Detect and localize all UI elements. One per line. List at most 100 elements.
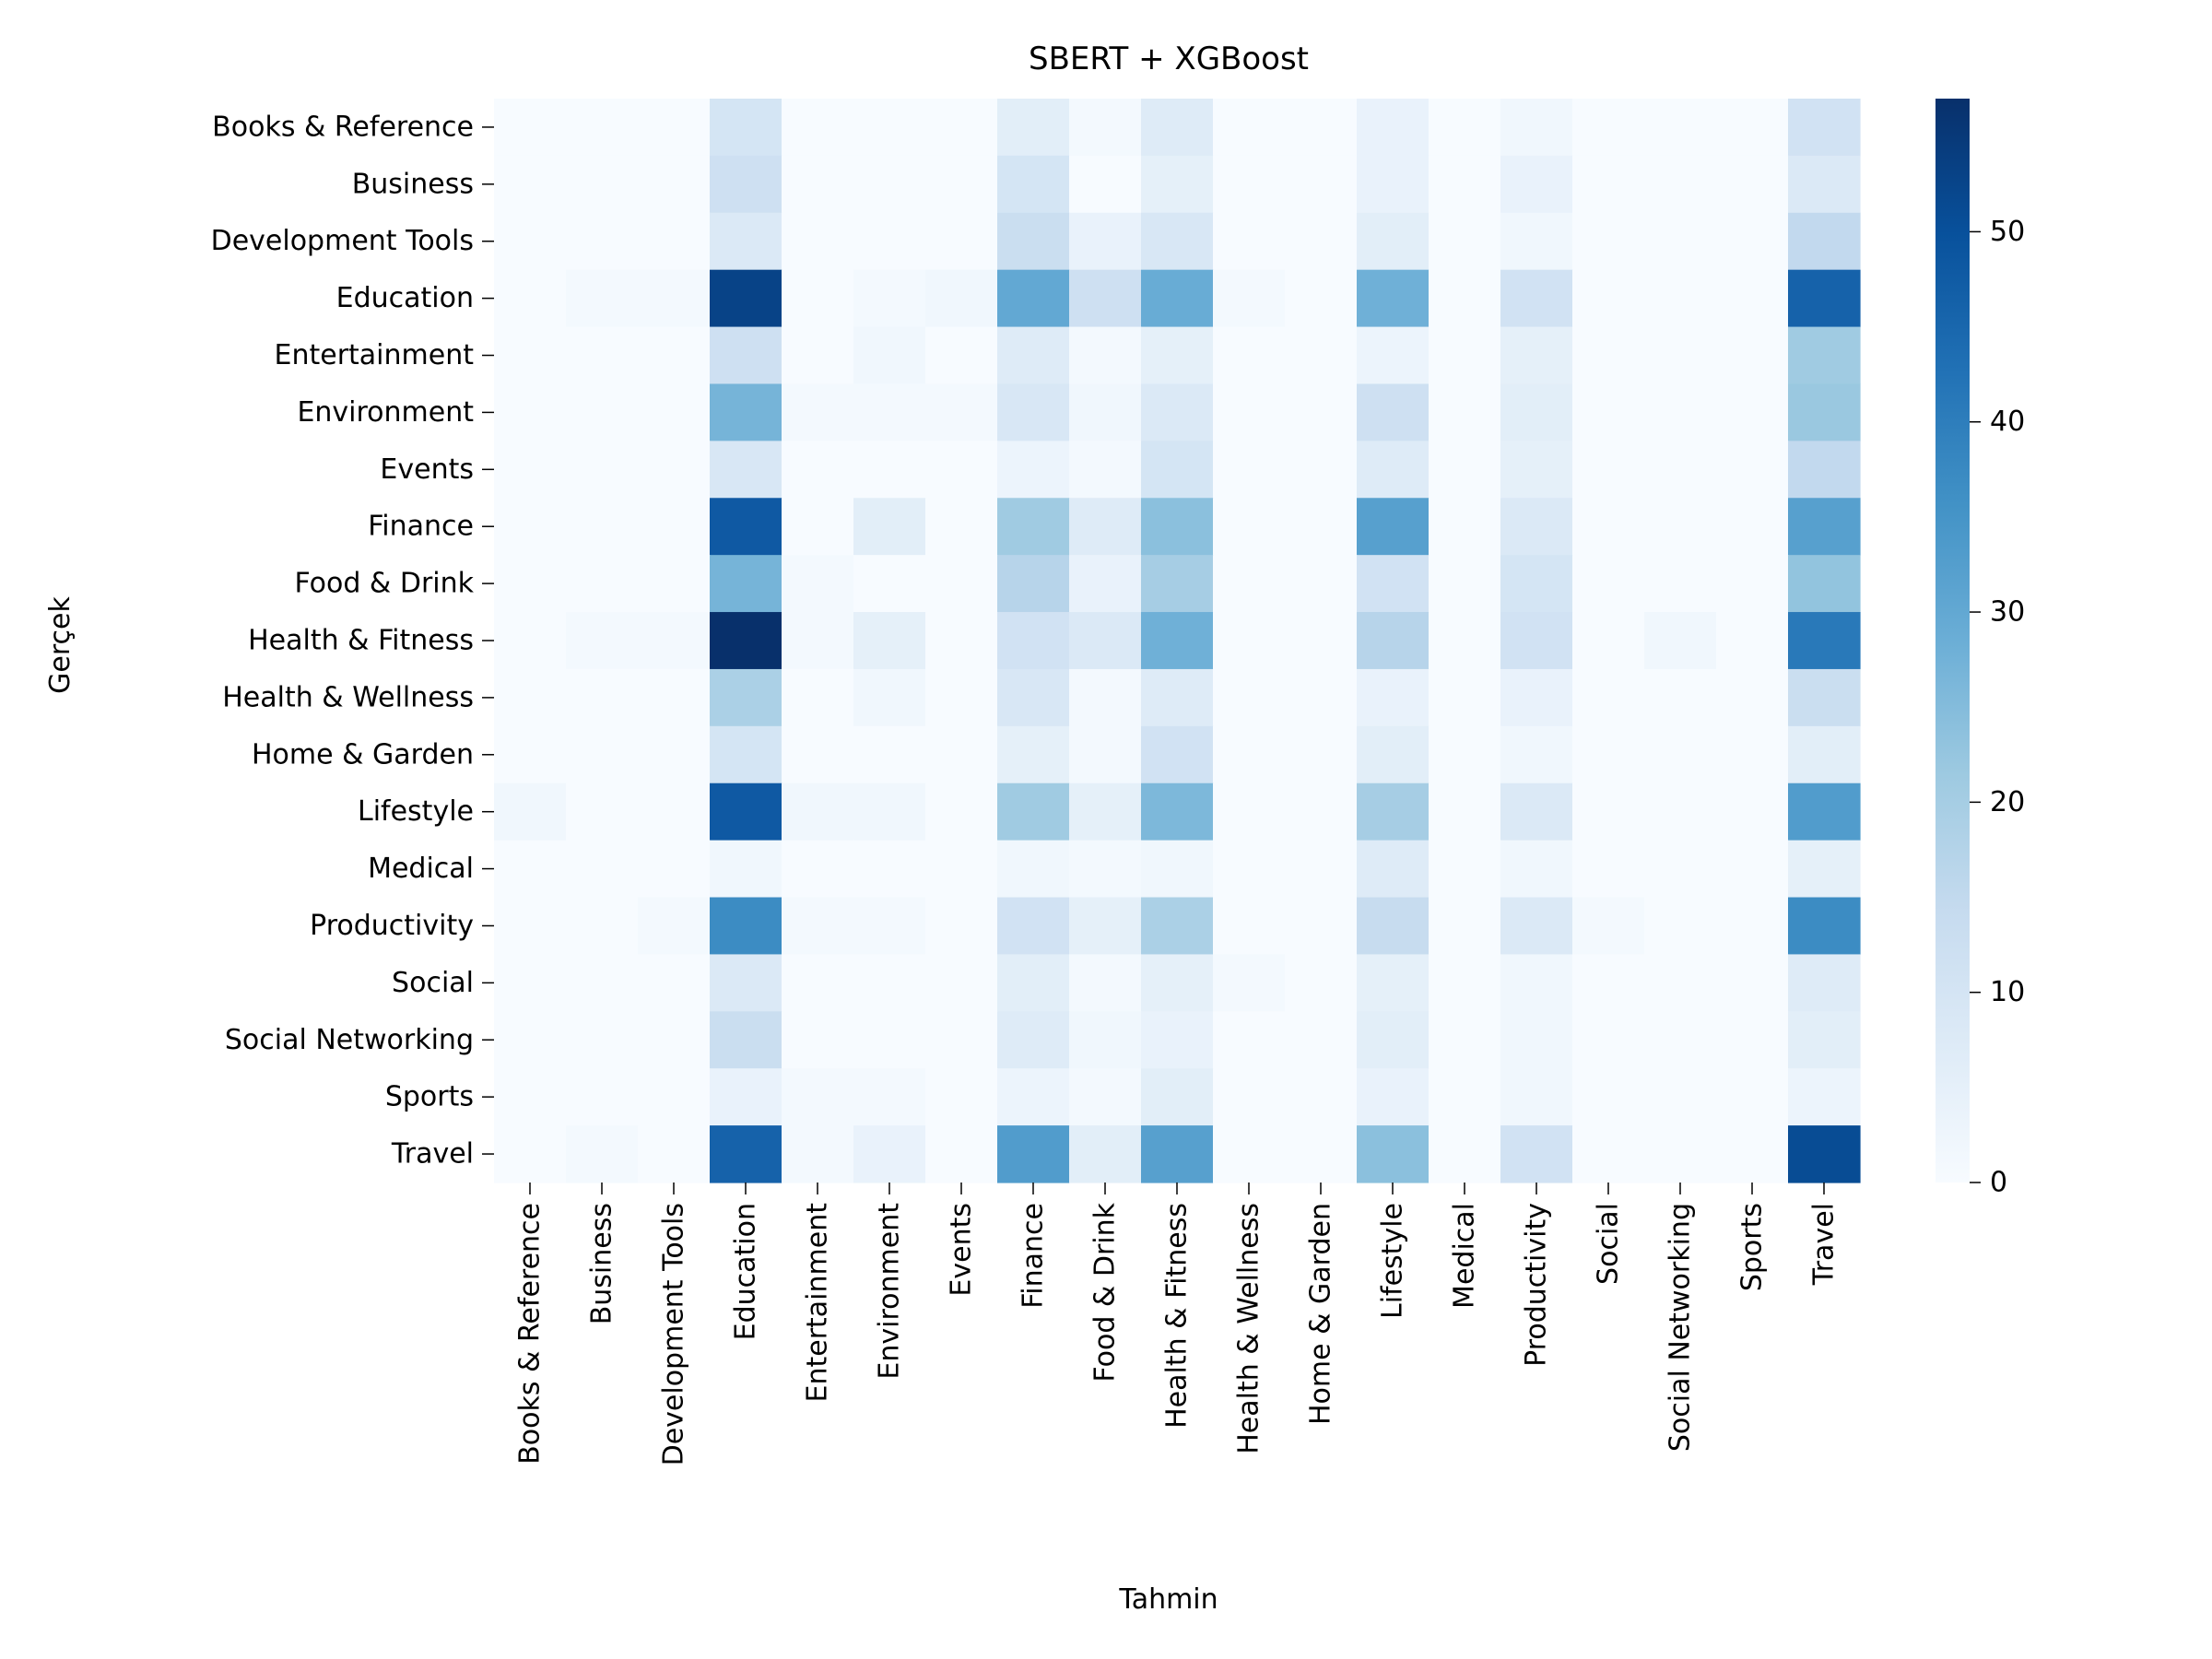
heatmap-cell bbox=[1500, 897, 1573, 956]
heatmap-cell bbox=[782, 782, 854, 841]
heatmap-cell bbox=[1500, 498, 1573, 556]
heatmap-cell bbox=[494, 155, 567, 214]
heatmap-cell bbox=[1788, 1011, 1861, 1069]
heatmap-cell bbox=[1644, 897, 1717, 956]
heatmap-cell bbox=[1644, 99, 1717, 157]
y-axis-label: Gerçek bbox=[44, 596, 76, 694]
heatmap-cell bbox=[1500, 725, 1573, 784]
heatmap-cell bbox=[638, 668, 711, 727]
heatmap-cell bbox=[1500, 1125, 1573, 1183]
heatmap-cell bbox=[1500, 269, 1573, 328]
heatmap-cell bbox=[1500, 99, 1573, 157]
heatmap-cell bbox=[1429, 1011, 1501, 1069]
heatmap-cell bbox=[1285, 383, 1358, 441]
heatmap-cell bbox=[1213, 1068, 1286, 1126]
heatmap-cell bbox=[710, 555, 782, 613]
heatmap-cell bbox=[1572, 1068, 1645, 1126]
heatmap-cell bbox=[494, 840, 567, 899]
heatmap-cell bbox=[1572, 326, 1645, 385]
heatmap-cell bbox=[1285, 782, 1358, 841]
heatmap-cell bbox=[1213, 326, 1286, 385]
heatmap-cell bbox=[1213, 612, 1286, 670]
heatmap-cell bbox=[494, 498, 567, 556]
heatmap-cell bbox=[1069, 1125, 1142, 1183]
heatmap-cell bbox=[566, 612, 639, 670]
heatmap-cell bbox=[1069, 326, 1142, 385]
heatmap-cell bbox=[638, 383, 711, 441]
heatmap-cell bbox=[1644, 668, 1717, 727]
heatmap-cell bbox=[1069, 383, 1142, 441]
heatmap-cell bbox=[494, 1068, 567, 1126]
heatmap-cell bbox=[1429, 441, 1501, 499]
heatmap-cell bbox=[925, 1011, 998, 1069]
heatmap-cell bbox=[1069, 1068, 1142, 1126]
heatmap-cell bbox=[1500, 1011, 1573, 1069]
heatmap-cell bbox=[853, 441, 926, 499]
x-tick-label: Sports bbox=[1736, 1203, 1769, 1291]
heatmap-cell bbox=[853, 840, 926, 899]
heatmap-cell bbox=[1716, 155, 1789, 214]
heatmap-cell bbox=[1357, 1125, 1430, 1183]
heatmap-cell bbox=[566, 383, 639, 441]
heatmap-cell bbox=[1213, 840, 1286, 899]
heatmap-cell bbox=[1644, 1125, 1717, 1183]
heatmap-cell bbox=[997, 782, 1070, 841]
heatmap-cell bbox=[710, 1125, 782, 1183]
x-tick-label: Books & Reference bbox=[514, 1203, 547, 1465]
heatmap-cell bbox=[1285, 441, 1358, 499]
heatmap-cell bbox=[566, 1125, 639, 1183]
heatmap-cell bbox=[1213, 441, 1286, 499]
heatmap-cell bbox=[1357, 840, 1430, 899]
heatmap-cell bbox=[1357, 725, 1430, 784]
heatmap-cell bbox=[566, 155, 639, 214]
heatmap-cell bbox=[1572, 155, 1645, 214]
heatmap-cell bbox=[997, 555, 1070, 613]
heatmap-cell bbox=[638, 99, 711, 157]
heatmap-cell bbox=[1069, 269, 1142, 328]
x-tick-label: Development Tools bbox=[658, 1203, 690, 1465]
heatmap-cell bbox=[710, 269, 782, 328]
y-tick-label: Sports bbox=[385, 1081, 474, 1113]
heatmap-cell bbox=[1357, 269, 1430, 328]
heatmap-cell bbox=[1141, 555, 1214, 613]
heatmap-cell bbox=[997, 441, 1070, 499]
heatmap-cell bbox=[1213, 668, 1286, 727]
heatmap-cell bbox=[997, 1011, 1070, 1069]
heatmap-cell bbox=[1357, 1011, 1430, 1069]
y-tick-label: Social bbox=[392, 967, 474, 999]
x-tick-label: Education bbox=[730, 1203, 762, 1340]
heatmap-cell bbox=[1357, 326, 1430, 385]
heatmap-cell bbox=[853, 782, 926, 841]
y-tick-label: Business bbox=[352, 168, 474, 200]
heatmap-cell bbox=[1429, 155, 1501, 214]
heatmap-cell bbox=[853, 99, 926, 157]
colorbar-ticks: 0 10 20 30 40 50 bbox=[1970, 216, 2025, 1199]
heatmap-cell bbox=[1644, 612, 1717, 670]
heatmap-cell bbox=[494, 212, 567, 271]
x-tick-label: Environment bbox=[874, 1203, 906, 1380]
heatmap-cell bbox=[710, 99, 782, 157]
heatmap-cell bbox=[925, 99, 998, 157]
heatmap-cell bbox=[494, 668, 567, 727]
heatmap-cell bbox=[1357, 668, 1430, 727]
x-tick-label: Health & Wellness bbox=[1233, 1203, 1265, 1454]
heatmap-cell bbox=[782, 725, 854, 784]
heatmap-cell bbox=[1500, 326, 1573, 385]
heatmap-cell bbox=[853, 155, 926, 214]
heatmap-cell bbox=[1716, 840, 1789, 899]
heatmap-cell bbox=[1788, 441, 1861, 499]
heatmap-cell bbox=[1716, 1125, 1789, 1183]
y-tick-label: Lifestyle bbox=[358, 795, 474, 828]
heatmap-cell bbox=[853, 725, 926, 784]
heatmap-cell bbox=[1141, 668, 1214, 727]
y-tick-label: Health & Fitness bbox=[248, 625, 474, 657]
heatmap-cell bbox=[1644, 840, 1717, 899]
heatmap-cell bbox=[710, 840, 782, 899]
heatmap-cell bbox=[1644, 155, 1717, 214]
heatmap-cell bbox=[1213, 269, 1286, 328]
heatmap-cell bbox=[1572, 897, 1645, 956]
heatmap-cell bbox=[494, 269, 567, 328]
colorbar-tick-label: 10 bbox=[1990, 976, 2025, 1008]
heatmap-cell bbox=[997, 897, 1070, 956]
